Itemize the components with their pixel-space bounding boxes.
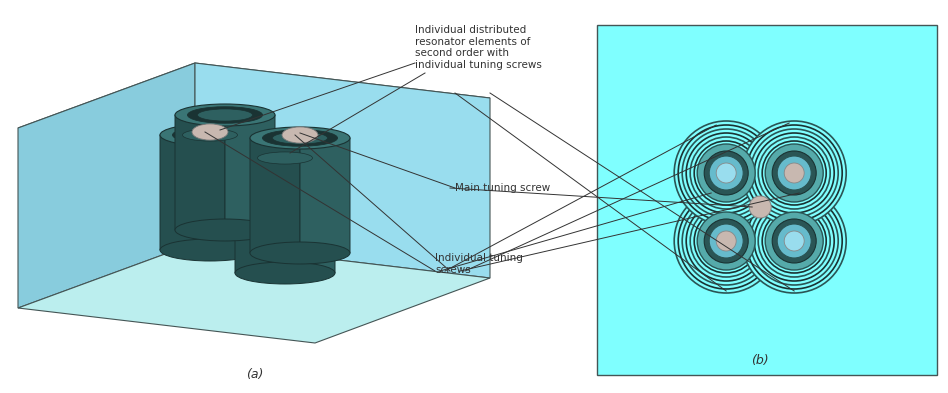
Polygon shape [195, 63, 490, 278]
Ellipse shape [235, 147, 335, 169]
Text: Main tuning screw: Main tuning screw [455, 183, 550, 193]
Circle shape [709, 224, 743, 258]
Circle shape [678, 193, 775, 289]
Polygon shape [160, 132, 210, 250]
Ellipse shape [235, 262, 335, 284]
Circle shape [773, 219, 816, 263]
Circle shape [784, 231, 804, 251]
Polygon shape [235, 155, 285, 273]
Circle shape [694, 141, 758, 205]
Ellipse shape [197, 109, 252, 121]
Circle shape [686, 201, 766, 281]
Circle shape [742, 189, 847, 293]
Circle shape [678, 125, 775, 221]
Circle shape [765, 144, 823, 202]
Circle shape [746, 193, 842, 289]
Circle shape [742, 121, 847, 225]
Circle shape [755, 133, 834, 213]
Circle shape [746, 125, 842, 221]
Circle shape [690, 205, 762, 277]
Circle shape [749, 196, 772, 218]
Circle shape [755, 201, 834, 281]
Circle shape [773, 151, 816, 195]
Polygon shape [250, 135, 300, 253]
Polygon shape [18, 63, 195, 308]
Ellipse shape [282, 127, 318, 143]
Circle shape [697, 212, 756, 270]
Text: Individual tuning
screws: Individual tuning screws [435, 253, 523, 275]
Circle shape [704, 219, 748, 263]
Ellipse shape [192, 124, 228, 140]
Ellipse shape [250, 127, 350, 149]
Circle shape [683, 129, 770, 217]
Circle shape [762, 209, 827, 273]
Circle shape [758, 205, 830, 277]
Circle shape [765, 212, 823, 270]
Ellipse shape [175, 104, 275, 126]
Circle shape [694, 209, 758, 273]
Ellipse shape [250, 242, 350, 264]
Ellipse shape [188, 107, 263, 123]
Polygon shape [18, 63, 490, 163]
Text: (b): (b) [752, 354, 769, 367]
Text: (a): (a) [246, 368, 264, 381]
Ellipse shape [183, 129, 238, 141]
Ellipse shape [175, 219, 275, 241]
Circle shape [777, 156, 811, 190]
Ellipse shape [272, 132, 327, 144]
Text: Individual distributed
resonator elements of
second order with
individual tuning: Individual distributed resonator element… [415, 25, 542, 70]
Circle shape [674, 189, 778, 293]
Ellipse shape [173, 127, 247, 143]
Circle shape [758, 137, 830, 209]
Polygon shape [210, 132, 260, 250]
Polygon shape [175, 112, 225, 230]
Circle shape [690, 137, 762, 209]
Ellipse shape [258, 152, 313, 164]
Ellipse shape [247, 150, 322, 166]
Circle shape [686, 133, 766, 213]
Circle shape [750, 197, 838, 285]
Circle shape [777, 224, 811, 258]
Ellipse shape [160, 239, 260, 261]
Circle shape [716, 163, 737, 183]
Bar [597, 25, 937, 375]
Ellipse shape [263, 130, 337, 146]
Circle shape [697, 144, 756, 202]
Circle shape [709, 156, 743, 190]
Polygon shape [225, 112, 275, 230]
Circle shape [762, 141, 827, 205]
Circle shape [750, 129, 838, 217]
Circle shape [704, 151, 748, 195]
Circle shape [784, 163, 804, 183]
Polygon shape [300, 135, 350, 253]
Ellipse shape [160, 124, 260, 146]
Polygon shape [18, 243, 490, 343]
Circle shape [674, 121, 778, 225]
Circle shape [683, 197, 770, 285]
Circle shape [716, 231, 737, 251]
Polygon shape [285, 155, 335, 273]
